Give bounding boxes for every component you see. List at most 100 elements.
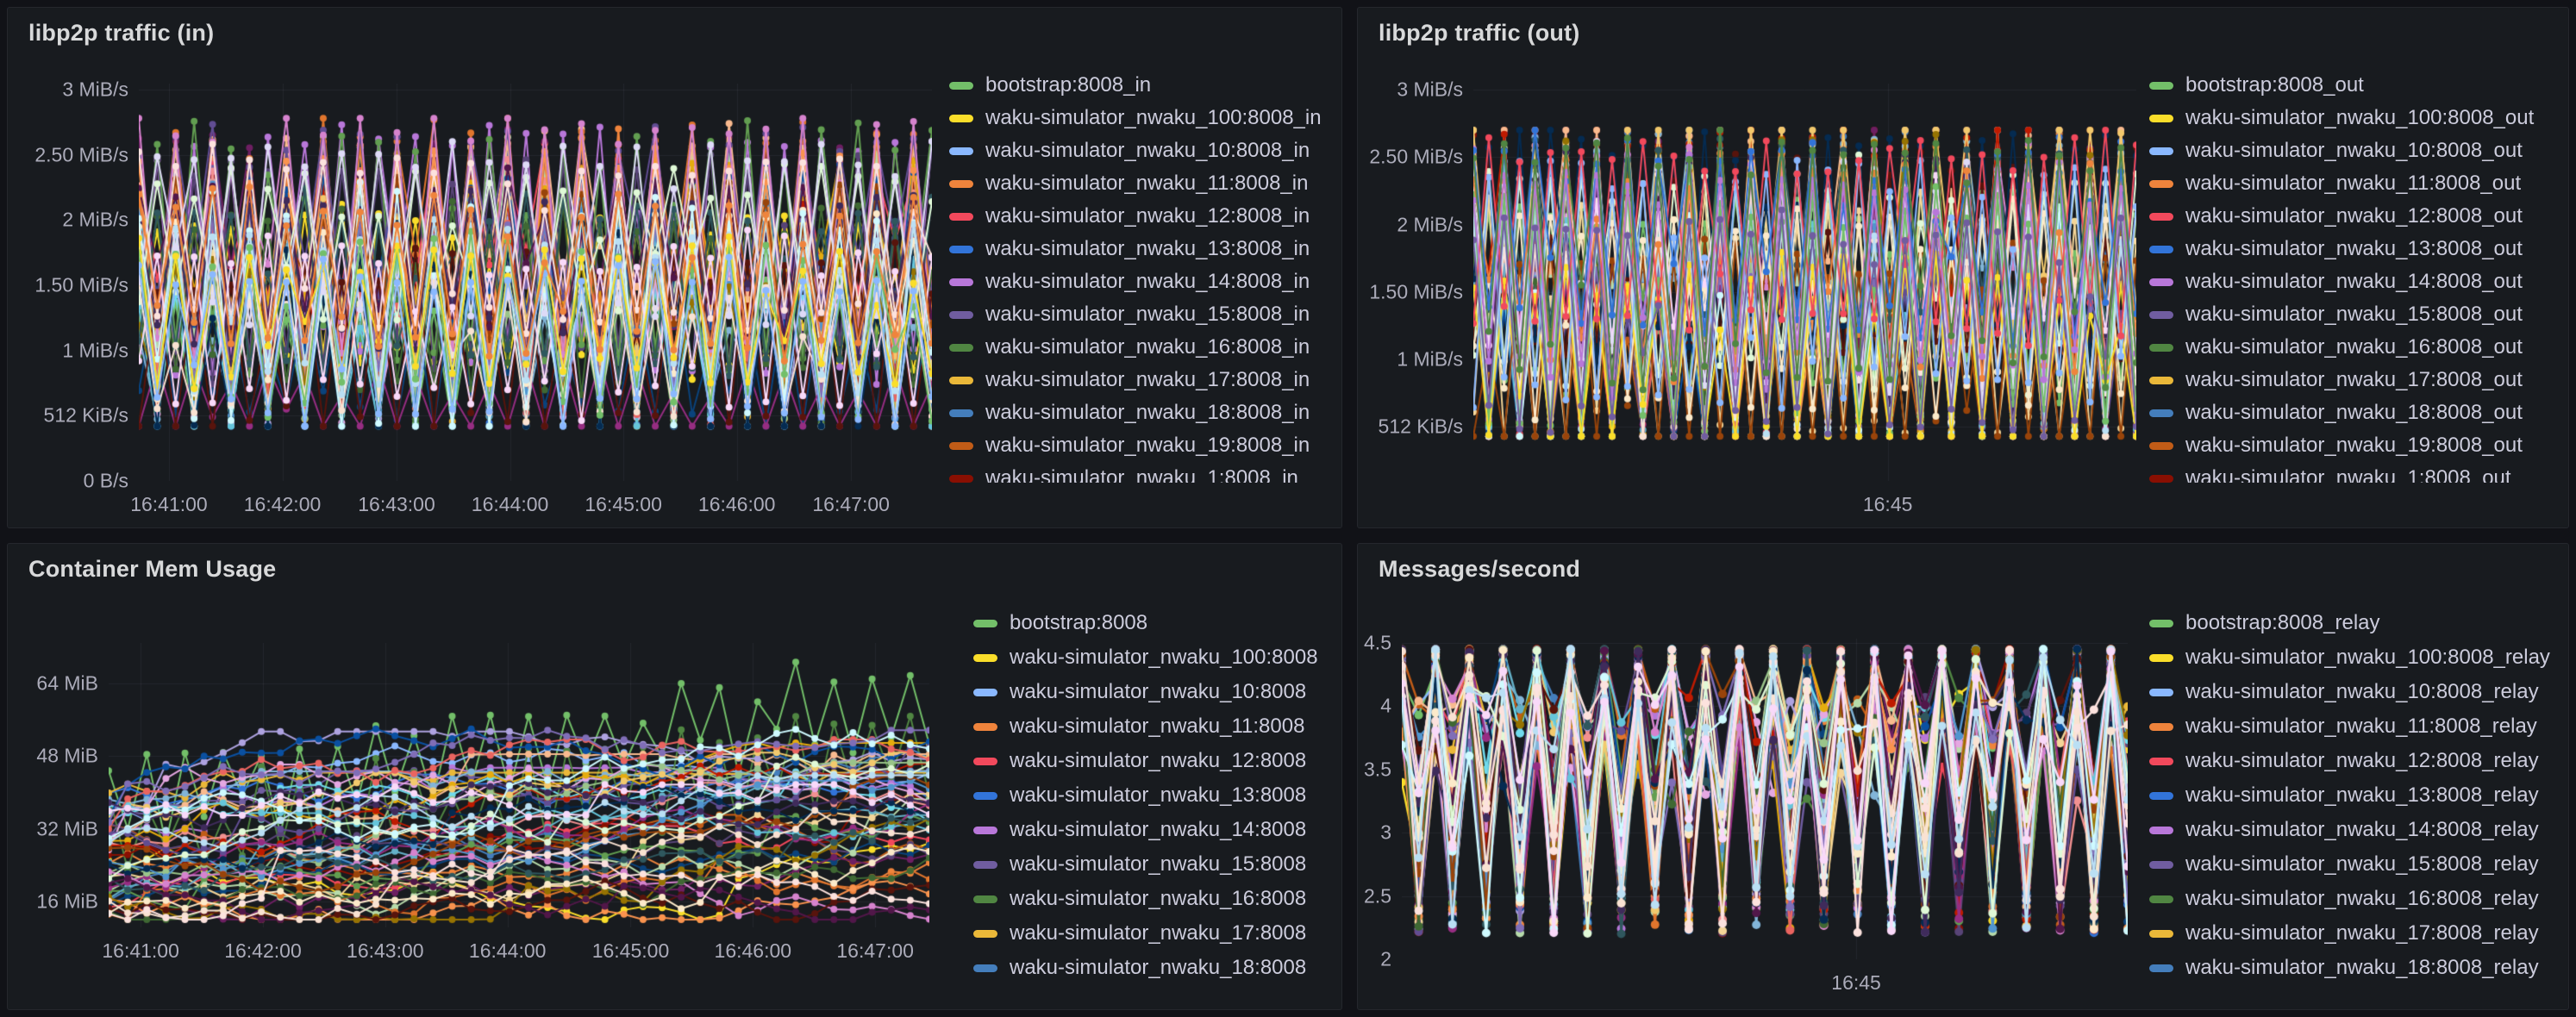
legend-item[interactable]: waku-simulator_nwaku_1:8008_out — [2149, 462, 2560, 483]
legend-label: waku-simulator_nwaku_16:8008_out — [2185, 335, 2523, 359]
legend-item[interactable]: waku-simulator_nwaku_100:8008_out — [2149, 102, 2560, 134]
timeseries-canvas[interactable] — [1402, 639, 2128, 959]
legend-item[interactable]: waku-simulator_nwaku_10:8008_relay — [2149, 675, 2560, 709]
legend-label: waku-simulator_nwaku_18:8008_out — [2185, 401, 2523, 424]
y-axis-tick-label: 32 MiB — [36, 817, 98, 840]
legend-color-swatch — [949, 81, 973, 90]
panel-title[interactable]: libp2p traffic (out) — [1379, 20, 1580, 46]
legend-color-swatch — [973, 722, 997, 731]
legend-item[interactable]: waku-simulator_nwaku_11:8008_in — [949, 167, 1333, 200]
legend-label: waku-simulator_nwaku_19:8008_out — [2185, 434, 2523, 457]
legend-label: waku-simulator_nwaku_15:8008_relay — [2185, 852, 2539, 876]
legend-item[interactable]: waku-simulator_nwaku_17:8008_relay — [2149, 916, 2560, 951]
legend-item[interactable]: waku-simulator_nwaku_15:8008_in — [949, 298, 1333, 331]
legend-label: waku-simulator_nwaku_15:8008_out — [2185, 303, 2523, 326]
legend-color-swatch — [949, 343, 973, 352]
panel-title[interactable]: Messages/second — [1379, 556, 1581, 582]
legend: bootstrap:8008_out waku-simulator_nwaku_1… — [2149, 69, 2560, 483]
x-axis-tick-label: 16:45:00 — [591, 939, 670, 962]
legend-item[interactable]: waku-simulator_nwaku_16:8008_in — [949, 331, 1333, 364]
legend-item[interactable]: waku-simulator_nwaku_12:8008 — [973, 744, 1333, 778]
legend-item[interactable]: waku-simulator_nwaku_14:8008 — [973, 813, 1333, 847]
legend-item[interactable]: waku-simulator_nwaku_17:8008_in — [949, 364, 1333, 396]
legend-color-swatch — [973, 791, 997, 800]
legend-item[interactable]: waku-simulator_nwaku_18:8008_relay — [2149, 951, 2560, 985]
legend-item[interactable]: waku-simulator_nwaku_10:8008_in — [949, 134, 1333, 167]
legend-label: waku-simulator_nwaku_18:8008_relay — [2185, 956, 2539, 979]
legend-item[interactable]: waku-simulator_nwaku_10:8008 — [973, 675, 1333, 709]
legend-item[interactable]: waku-simulator_nwaku_10:8008_out — [2149, 134, 2560, 167]
panel-title[interactable]: Container Mem Usage — [28, 556, 277, 582]
legend-color-swatch — [2149, 245, 2173, 253]
legend-item[interactable]: waku-simulator_nwaku_19:8008_out — [2149, 429, 2560, 462]
legend-color-swatch — [2149, 860, 2173, 869]
legend-item[interactable]: waku-simulator_nwaku_14:8008_out — [2149, 265, 2560, 298]
legend-item[interactable]: waku-simulator_nwaku_12:8008_relay — [2149, 744, 2560, 778]
x-axis-tick-label: 16:44:00 — [471, 493, 549, 515]
y-axis-tick-label: 1.50 MiB/s — [1369, 280, 1463, 303]
legend-item[interactable]: waku-simulator_nwaku_1:8008_in — [949, 462, 1333, 483]
legend-item[interactable]: waku-simulator_nwaku_18:8008 — [973, 951, 1333, 985]
legend-item[interactable]: waku-simulator_nwaku_15:8008 — [973, 847, 1333, 882]
legend-item[interactable]: bootstrap:8008 — [973, 606, 1333, 640]
y-axis-tick-label: 2 — [1380, 947, 1391, 970]
plot-area: 3 MiB/s 2.50 MiB/s 2 MiB/s 1.50 MiB/s 1 MiB/… — [34, 78, 932, 515]
legend-item[interactable]: waku-simulator_nwaku_18:8008_in — [949, 396, 1333, 429]
timeseries-canvas[interactable] — [109, 643, 929, 927]
timeseries-canvas[interactable] — [139, 84, 932, 481]
legend-label: waku-simulator_nwaku_17:8008_out — [2185, 368, 2523, 391]
legend-item[interactable]: waku-simulator_nwaku_13:8008_out — [2149, 233, 2560, 265]
legend-item[interactable]: waku-simulator_nwaku_100:8008_in — [949, 102, 1333, 134]
plot-area: 4.5 4 3.5 3 2.5 2 16:45 — [1364, 631, 2128, 994]
legend-item[interactable]: waku-simulator_nwaku_16:8008_out — [2149, 331, 2560, 364]
legend-item[interactable]: waku-simulator_nwaku_15:8008_out — [2149, 298, 2560, 331]
legend-item[interactable]: waku-simulator_nwaku_18:8008_out — [2149, 396, 2560, 429]
legend-item[interactable]: bootstrap:8008_relay — [2149, 606, 2560, 640]
legend-color-swatch — [949, 474, 973, 483]
legend-item[interactable]: waku-simulator_nwaku_16:8008_relay — [2149, 882, 2560, 916]
legend-item[interactable]: waku-simulator_nwaku_11:8008_out — [2149, 167, 2560, 200]
y-axis-tick-label: 2.50 MiB/s — [34, 143, 128, 166]
legend-label: waku-simulator_nwaku_17:8008_relay — [2185, 921, 2539, 945]
legend-item[interactable]: waku-simulator_nwaku_13:8008 — [973, 778, 1333, 813]
legend-item[interactable]: waku-simulator_nwaku_11:8008_relay — [2149, 709, 2560, 744]
legend-label: waku-simulator_nwaku_14:8008_in — [985, 270, 1310, 293]
legend-color-swatch — [2149, 114, 2173, 122]
legend-label: waku-simulator_nwaku_12:8008 — [1010, 749, 1307, 772]
legend-item[interactable]: bootstrap:8008_in — [949, 69, 1333, 102]
legend-color-swatch — [2149, 929, 2173, 938]
timeseries-canvas[interactable] — [1473, 84, 2136, 481]
legend-label: waku-simulator_nwaku_1:8008_in — [985, 466, 1298, 483]
y-axis-tick-label: 16 MiB — [36, 889, 98, 913]
legend-item[interactable]: waku-simulator_nwaku_11:8008 — [973, 709, 1333, 744]
legend-item[interactable]: waku-simulator_nwaku_16:8008 — [973, 882, 1333, 916]
legend-item[interactable]: waku-simulator_nwaku_15:8008_relay — [2149, 847, 2560, 882]
y-axis-tick-label: 3.5 — [1364, 758, 1391, 781]
legend-item[interactable]: waku-simulator_nwaku_12:8008_out — [2149, 200, 2560, 233]
legend-item[interactable]: waku-simulator_nwaku_14:8008_in — [949, 265, 1333, 298]
panel-title[interactable]: libp2p traffic (in) — [28, 20, 215, 46]
x-axis-tick-label: 16:46:00 — [697, 493, 776, 515]
legend-color-swatch — [973, 826, 997, 834]
legend-item[interactable]: waku-simulator_nwaku_17:8008_out — [2149, 364, 2560, 396]
legend-color-swatch — [949, 245, 973, 253]
plot-area: 64 MiB 48 MiB 32 MiB 16 MiB 16:41:00 16:42:00… — [36, 643, 929, 962]
legend-color-swatch — [2149, 376, 2173, 384]
legend-item[interactable]: waku-simulator_nwaku_19:8008_in — [949, 429, 1333, 462]
legend-item[interactable]: bootstrap:8008_out — [2149, 69, 2560, 102]
legend-item[interactable]: waku-simulator_nwaku_17:8008 — [973, 916, 1333, 951]
y-axis-tick-label: 0 B/s — [83, 469, 128, 492]
legend-item[interactable]: waku-simulator_nwaku_12:8008_in — [949, 200, 1333, 233]
panel-container-mem-usage: Container Mem Usage 64 MiB 48 MiB 32 MiB 16… — [7, 543, 1342, 1010]
legend-item[interactable]: waku-simulator_nwaku_13:8008_relay — [2149, 778, 2560, 813]
legend-color-swatch — [2149, 826, 2173, 834]
legend-item[interactable]: waku-simulator_nwaku_100:8008 — [973, 640, 1333, 675]
legend-item[interactable]: waku-simulator_nwaku_100:8008_relay — [2149, 640, 2560, 675]
legend-item[interactable]: waku-simulator_nwaku_13:8008_in — [949, 233, 1333, 265]
legend-color-swatch — [2149, 179, 2173, 188]
legend-color-swatch — [2149, 722, 2173, 731]
x-axis-tick-label: 16:45:00 — [585, 493, 662, 515]
panel-libp2p-traffic-out: libp2p traffic (out) 3 MiB/s 2.50 MiB/s 2 … — [1357, 7, 2569, 528]
legend-item[interactable]: waku-simulator_nwaku_14:8008_relay — [2149, 813, 2560, 847]
y-axis-tick-label: 64 MiB — [36, 671, 98, 695]
